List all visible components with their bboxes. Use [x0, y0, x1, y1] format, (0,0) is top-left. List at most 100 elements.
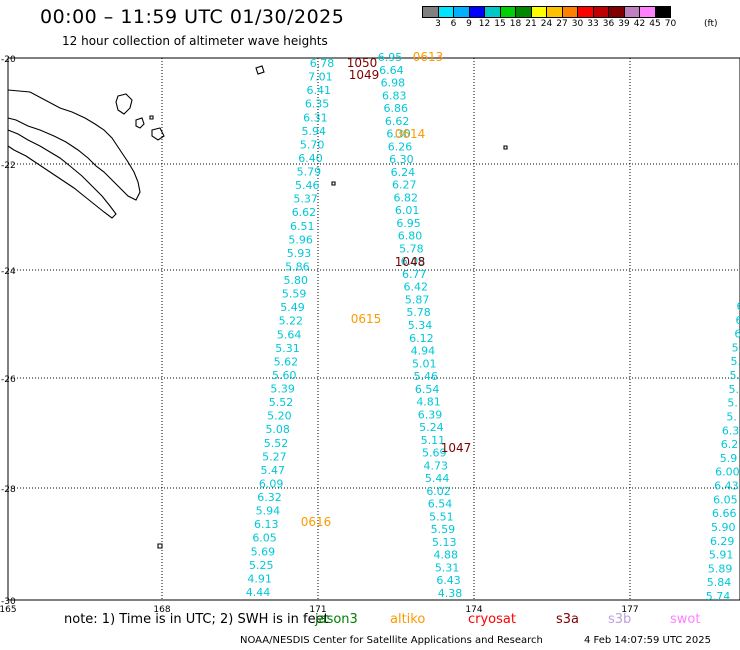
color-scale-label: 3 — [435, 19, 441, 29]
swh-value-track1: 4.91 — [247, 572, 272, 585]
satellite-legend-cryosat: cryosat — [468, 612, 516, 627]
swh-value-track3: 5.84 — [707, 576, 732, 589]
swh-value-track3: 6 — [735, 314, 740, 327]
swh-value-track2: 6.54 — [415, 383, 440, 396]
color-scale-label: 6 — [450, 19, 457, 29]
coastline — [7, 89, 141, 201]
swh-value-track1: 6.05 — [252, 532, 277, 545]
satellite-legend-jason3: jason3 — [315, 612, 358, 627]
swh-value-track1: 5.93 — [287, 247, 312, 260]
satellite-legend-s3a: s3a — [556, 612, 580, 627]
pass-id-label: 0615 — [351, 312, 382, 326]
swh-value-track1: 5.94 — [256, 505, 281, 518]
map-title: 00:00 – 11:59 UTC 01/30/2025 — [40, 6, 345, 28]
color-scale-label: 24 — [540, 19, 553, 29]
coastline — [255, 65, 265, 75]
color-scale-label: 21 — [525, 19, 537, 29]
satellite-legend-swot: swot — [670, 612, 701, 627]
swh-value-track2: 5.59 — [431, 523, 456, 536]
swh-value-track1: 6.41 — [306, 84, 331, 97]
swh-value-track1: 6.13 — [254, 518, 279, 531]
swh-value-track1: 5.52 — [264, 437, 289, 450]
swh-value-track2: 6.30 — [386, 128, 411, 141]
swh-value-track2: 5.51 — [429, 510, 454, 523]
swh-value-track2: 4.88 — [433, 549, 458, 562]
satellite-legend-s3b: s3b — [608, 612, 632, 627]
swh-value-track2: 6.54 — [428, 498, 453, 511]
swh-value-track1: 7.01 — [308, 71, 333, 84]
swh-value-track1: 5.08 — [265, 423, 290, 436]
swh-value-track2: 5.31 — [435, 561, 460, 574]
swh-value-track2: 6.30 — [389, 153, 414, 166]
swh-value-track1: 5.64 — [277, 328, 302, 341]
pass-id-label: 0616 — [301, 515, 332, 529]
latitude-label: -20 — [1, 55, 16, 65]
color-scale-label: 15 — [494, 19, 506, 29]
swh-value-track2: 6.95 — [396, 217, 421, 230]
swh-value-track1: 5.37 — [293, 193, 318, 206]
swh-value-track2: 6.27 — [392, 179, 417, 192]
swh-value-track2: 6.62 — [385, 115, 410, 128]
swh-value-track1: 5.22 — [279, 315, 304, 328]
coastline — [135, 117, 145, 129]
swh-value-track1: 6.51 — [290, 220, 315, 233]
latitude-label: -28 — [1, 485, 16, 495]
swh-value-track1: 6.32 — [257, 491, 282, 504]
swh-value-track1: 5.25 — [249, 559, 274, 572]
swh-value-track2: 6.77 — [402, 268, 427, 281]
color-scale-label: 12 — [478, 19, 491, 29]
swh-value-track2: 5.24 — [419, 421, 444, 434]
swh-value-track3: 5.91 — [709, 549, 734, 562]
color-scale-label: 42 — [633, 19, 646, 29]
swh-value-track2: 5.34 — [408, 319, 433, 332]
swh-value-track1: 6.31 — [303, 111, 328, 124]
swh-value-track1: 5.69 — [251, 545, 276, 558]
swh-value-track1: 6.35 — [305, 98, 330, 111]
swh-value-track1: 5.86 — [285, 260, 310, 273]
color-scale-legend: 3 6 9 12 15 18 21 24 27 30 33 36 39 42 45 70 (ft) — [422, 6, 718, 30]
color-scale-label: 39 — [618, 19, 630, 29]
swh-value-track1: 5.60 — [272, 369, 297, 382]
color-scale-label: 18 — [509, 19, 522, 29]
swh-value-track2: 6.86 — [383, 102, 408, 115]
swh-value-track2: 6.05 — [401, 255, 426, 268]
swh-value-track3: 5. — [728, 383, 739, 396]
swh-value-track2: 6.39 — [418, 408, 443, 421]
note-text: note: 1) Time is in UTC; 2) SWH is in fe… — [64, 612, 329, 627]
pass-id-label: 0614 — [395, 127, 426, 141]
swh-value-track1: 5.49 — [280, 301, 305, 314]
color-scale-label: 30 — [571, 19, 584, 29]
swh-value-track1: 5.96 — [288, 233, 313, 246]
swh-value-track2: 6.83 — [382, 89, 407, 102]
swh-value-track2: 5.01 — [412, 357, 437, 370]
longitude-label: 165 — [0, 605, 17, 615]
swh-value-track1: 5.27 — [262, 450, 287, 463]
swh-value-track3: 5.74 — [706, 590, 731, 603]
swh-value-track2: 5.44 — [425, 472, 450, 485]
footer-timestamp: 4 Feb 14:07:59 UTC 2025 — [584, 635, 711, 646]
swh-value-track3: 6.66 — [712, 507, 737, 520]
swh-value-track1: 5.70 — [300, 138, 325, 151]
swh-value-track3: 6 — [734, 328, 740, 341]
swh-value-track3: 6.43 — [714, 480, 739, 493]
map-subtitle: 12 hour collection of altimeter wave hei… — [62, 34, 328, 48]
swh-value-track1: 5.46 — [295, 179, 320, 192]
swh-value-track3: 5.9 — [720, 452, 738, 465]
swh-value-track2: 4.81 — [416, 396, 441, 409]
swh-value-track2: 6.12 — [409, 332, 434, 345]
coastline — [149, 115, 154, 120]
swh-value-track1: 5.52 — [269, 396, 294, 409]
footer-credit: NOAA/NESDIS Center for Satellite Applica… — [240, 635, 543, 646]
swh-value-track2: 6.01 — [395, 204, 420, 217]
swh-value-track2: 5.13 — [432, 536, 457, 549]
latitude-label: -24 — [1, 267, 16, 277]
color-scale-unit: (ft) — [704, 19, 718, 29]
longitude-label: 177 — [621, 605, 638, 615]
swh-value-track2: 6.95 — [378, 51, 403, 64]
swh-value-track3: 6.00 — [715, 466, 740, 479]
color-scale-label: 9 — [466, 19, 472, 29]
pass-id-label: 1047 — [441, 441, 472, 455]
swh-value-track3: 6.05 — [713, 493, 738, 506]
swh-value-track3: 5.90 — [711, 521, 736, 534]
